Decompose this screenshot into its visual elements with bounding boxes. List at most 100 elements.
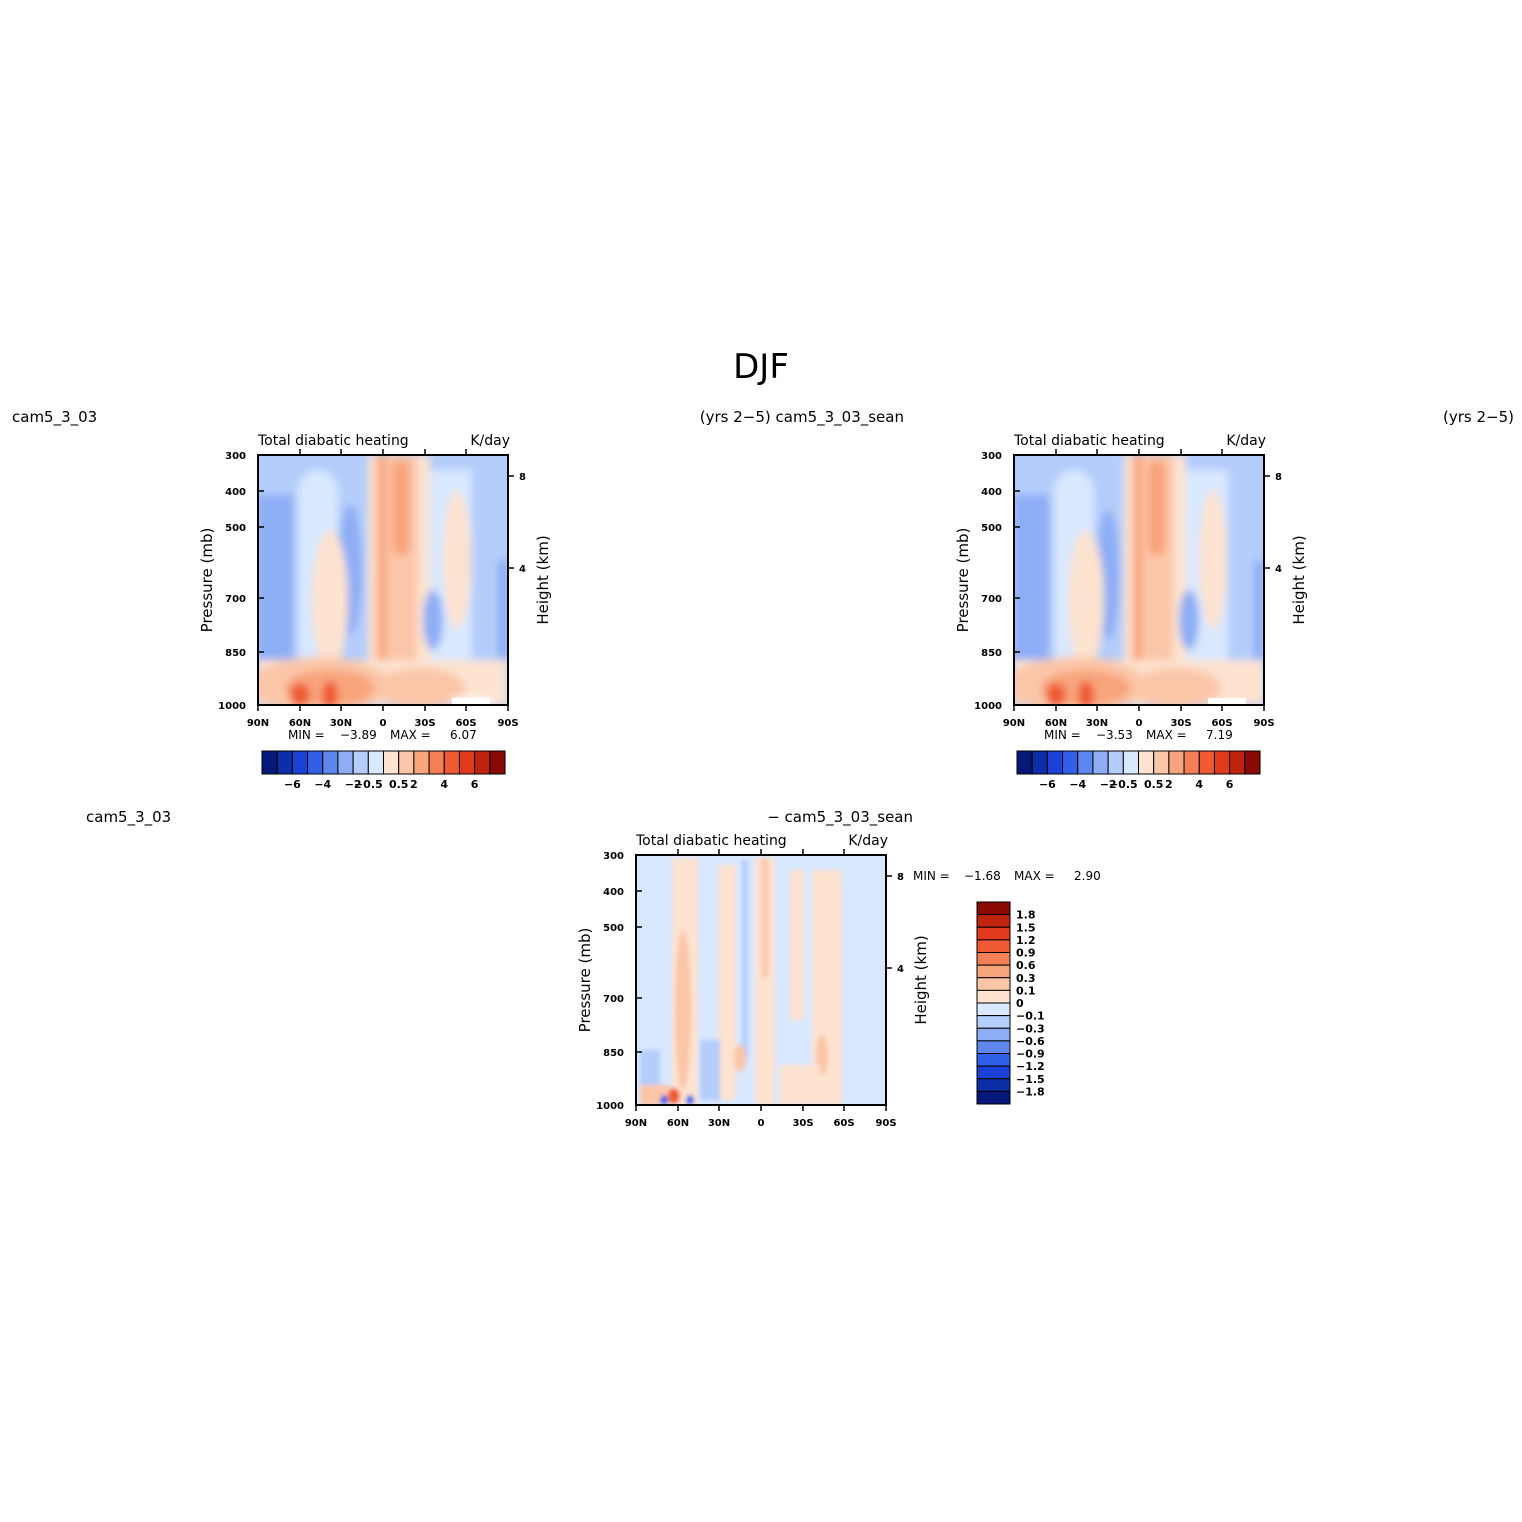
right-header: (yrs 2−5): [1443, 408, 1514, 426]
colorbar-box: [337, 750, 354, 775]
panel-c-max-label: MAX =: [1014, 869, 1055, 883]
colorbar-label: 6: [471, 778, 479, 791]
panel-c-htick-8: 8: [897, 872, 904, 883]
panel-c-ylabel-right: Height (km): [912, 935, 930, 1024]
panel-c-min-label: MIN =: [913, 869, 950, 883]
panel-c-xtick-90s: 90S: [875, 1118, 896, 1129]
panel-b-htick-4: 4: [1275, 564, 1282, 575]
panel-a-ylabel-right: Height (km): [534, 535, 552, 624]
colorbar-box: [398, 750, 415, 775]
colorbar-box: [1031, 750, 1048, 775]
panel-b-ytick-700: 700: [981, 594, 1002, 605]
panel-a-colorbar: −6 −4 −2−0.5 0.5 2 4 6: [261, 750, 506, 791]
colorbar-box: [1183, 750, 1200, 775]
panel-c-title: Total diabatic heating: [635, 833, 787, 849]
colorbar-box: [1213, 750, 1231, 775]
colorbar-box: [1092, 750, 1109, 775]
panel-c-ytick-700: 700: [603, 994, 624, 1005]
panel-c-ylabel: Pressure (mb): [576, 928, 594, 1033]
colorbar-box: [976, 1040, 1011, 1054]
panel-b-xtick-30n: 30N: [1086, 718, 1108, 729]
colorbar-box: [976, 989, 1011, 1004]
colorbar-label: 4: [1195, 778, 1203, 791]
colorbar-label: −0.6: [1016, 1035, 1045, 1048]
colorbar-box: [976, 1027, 1011, 1042]
panel-c-ytick-1000: 1000: [596, 1101, 624, 1112]
colorbar-label: 4: [440, 778, 448, 791]
panel-a-units: K/day: [470, 433, 510, 449]
colorbar-box: [291, 750, 309, 775]
colorbar-label: 0: [1016, 997, 1024, 1010]
panel-a-xtick-30s: 30S: [414, 718, 435, 729]
panel-b-ytick-850: 850: [981, 648, 1002, 659]
panel-b-htick-8: 8: [1275, 472, 1282, 483]
colorbar-label: −6: [284, 778, 301, 791]
panel-a-htick-4: 4: [519, 564, 526, 575]
panel-a-xtick-60n: 60N: [289, 718, 311, 729]
colorbar-label: −0.5: [1109, 778, 1138, 791]
colorbar-label: −4: [314, 778, 331, 791]
colorbar-box: [1198, 750, 1215, 775]
panel-c-max-value: 2.90: [1074, 869, 1101, 883]
colorbar-label: −1.2: [1016, 1060, 1045, 1073]
colorbar-box: [367, 750, 384, 775]
colorbar-box: [976, 939, 1011, 953]
colorbar-box: [1229, 750, 1246, 775]
panel-a-ytick-300: 300: [225, 451, 246, 462]
colorbar-box: [976, 1002, 1011, 1017]
colorbar-label: −1.8: [1016, 1085, 1045, 1098]
panel-a-htick-8: 8: [519, 472, 526, 483]
colorbar-box: [976, 1015, 1011, 1029]
panel-c-xtick-60s: 60S: [833, 1118, 854, 1129]
colorbar-box: [1244, 750, 1261, 775]
panel-b-units: K/day: [1226, 433, 1266, 449]
colorbar-label: 0.5: [389, 778, 409, 791]
colorbar-label: −4: [1069, 778, 1086, 791]
panel-a-xtick-60s: 60S: [455, 718, 476, 729]
panel-a-ytick-850: 850: [225, 648, 246, 659]
panel-a-title: Total diabatic heating: [257, 433, 409, 449]
colorbar-box: [1138, 750, 1155, 775]
colorbar-box: [976, 964, 1011, 979]
panel-a-xtick-0: 0: [380, 718, 387, 729]
panel-b-colorbar: −6 −4 −2−0.5 0.5 2 4 6: [1016, 750, 1261, 791]
panel-b-xtick-60n: 60N: [1045, 718, 1067, 729]
colorbar-box: [443, 750, 460, 775]
left-header: cam5_3_03: [12, 408, 97, 427]
panel-b-ytick-400: 400: [981, 487, 1002, 498]
colorbar-box: [1122, 750, 1139, 775]
panel-b-ytick-500: 500: [981, 523, 1002, 534]
colorbar-box: [307, 750, 324, 775]
panel-c-ytick-500: 500: [603, 923, 624, 934]
colorbar-label: 0.3: [1016, 972, 1036, 985]
panel-b-field: [1014, 455, 1264, 705]
colorbar-box: [976, 1078, 1011, 1092]
panel-b-title: Total diabatic heating: [1013, 433, 1165, 449]
panel-a-field: [258, 455, 508, 705]
panel-b-xtick-60s: 60S: [1211, 718, 1232, 729]
colorbar-box: [428, 750, 445, 775]
colorbar-box: [1062, 750, 1079, 775]
colorbar-box: [413, 750, 430, 775]
panel-a-min-value: −3.89: [340, 728, 377, 742]
colorbar-label: −0.3: [1016, 1022, 1045, 1035]
colorbar-label: 1.2: [1016, 934, 1036, 947]
panel-a-max-value: 6.07: [450, 728, 477, 742]
colorbar-box: [276, 750, 293, 775]
panel-b-max-value: 7.19: [1206, 728, 1233, 742]
colorbar-label: 6: [1226, 778, 1234, 791]
colorbar-box: [976, 901, 1011, 916]
panel-c-ytick-850: 850: [603, 1048, 624, 1059]
bottom-center-label: − cam5_3_03_sean: [767, 808, 913, 827]
colorbar-box: [976, 1065, 1011, 1080]
colorbar-label: 1.8: [1016, 909, 1036, 922]
colorbar-label: 0.9: [1016, 947, 1036, 960]
colorbar-box: [261, 750, 278, 775]
colorbar-box: [1016, 750, 1033, 775]
panel-c-ytick-300: 300: [603, 851, 624, 862]
colorbar-box: [976, 977, 1011, 991]
panel-a-xtick-90s: 90S: [497, 718, 518, 729]
panel-a-xtick-90n: 90N: [247, 718, 269, 729]
panel-a-ytick-500: 500: [225, 523, 246, 534]
